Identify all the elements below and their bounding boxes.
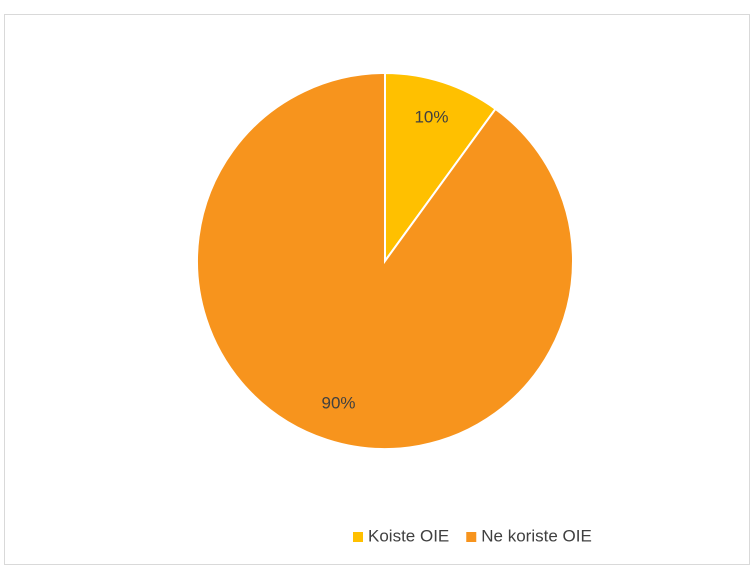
legend-label: Koiste OIE <box>368 526 449 545</box>
data-label: 10% <box>414 107 448 126</box>
pie-slice <box>196 71 574 450</box>
legend-swatch <box>353 532 363 542</box>
data-label: 90% <box>322 394 356 413</box>
legend-swatch <box>466 532 477 542</box>
legend-label: Ne koriste OIE <box>481 526 592 545</box>
pie-slice <box>384 71 497 265</box>
